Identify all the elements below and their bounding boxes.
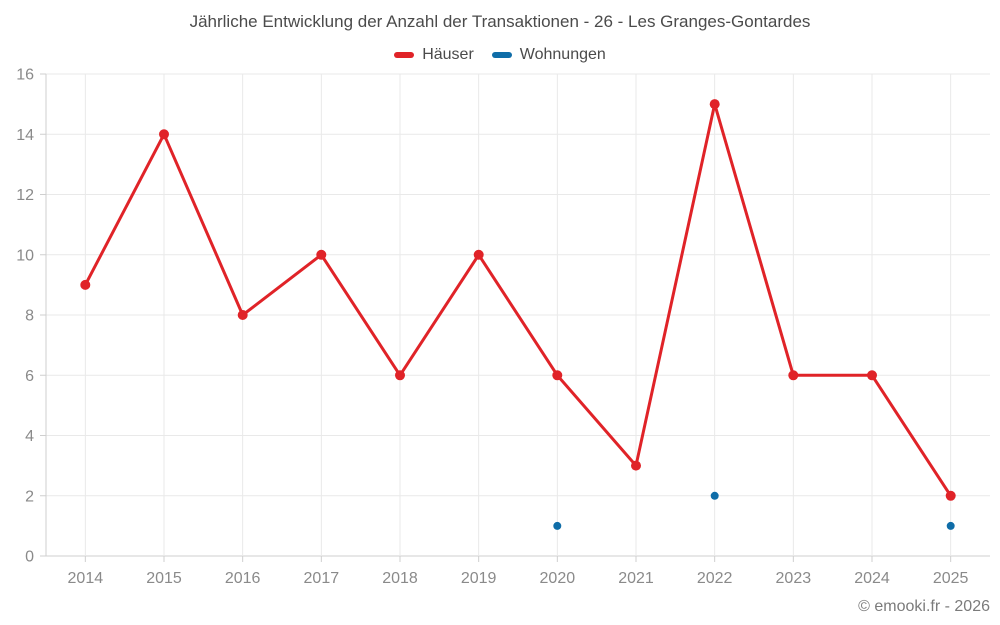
data-point[interactable]: [788, 370, 799, 381]
legend-swatch-wohnungen-icon: [491, 52, 512, 58]
y-axis-tick-label: 0: [25, 549, 34, 566]
legend-label-wohnungen: Wohnungen: [519, 46, 606, 63]
data-point[interactable]: [395, 370, 405, 381]
y-axis-tick-label: 6: [25, 368, 34, 385]
y-axis-tick-label: 12: [16, 187, 34, 204]
x-axis-tick-label: 2023: [776, 570, 812, 587]
legend-item-wohnungen[interactable]: Wohnungen: [491, 46, 606, 64]
data-point[interactable]: [710, 491, 719, 500]
y-axis-tick-label: 2: [25, 488, 34, 505]
y-axis-tick-label: 14: [16, 127, 34, 144]
data-point[interactable]: [945, 490, 956, 501]
data-point[interactable]: [473, 249, 484, 260]
x-axis-tick-label: 2019: [461, 570, 497, 587]
chart-title: Jährliche Entwicklung der Anzahl der Tra…: [189, 12, 811, 31]
chart-legend: Häuser Wohnungen: [0, 46, 1000, 64]
data-point[interactable]: [552, 370, 563, 381]
copyright-text: © emooki.fr - 2026: [858, 598, 990, 615]
data-point[interactable]: [316, 249, 327, 260]
x-axis-tick-label: 2021: [618, 570, 654, 587]
data-point[interactable]: [80, 279, 91, 290]
x-axis-tick-label: 2020: [540, 570, 576, 587]
x-axis-tick-label: 2018: [382, 570, 418, 587]
x-axis-tick-label: 2025: [933, 570, 969, 587]
legend-label-haeuser: Häuser: [422, 46, 474, 63]
data-point[interactable]: [553, 521, 562, 530]
x-axis-tick-label: 2024: [854, 570, 890, 587]
data-point[interactable]: [237, 310, 248, 320]
y-axis-tick-label: 4: [25, 428, 34, 445]
y-axis-tick-label: 10: [16, 247, 34, 264]
x-axis-tick-label: 2015: [146, 570, 182, 587]
x-axis-tick-label: 2014: [68, 570, 104, 587]
x-axis-tick-label: 2017: [304, 570, 340, 587]
y-axis-tick-label: 8: [25, 308, 34, 325]
legend-swatch-haeuser-icon: [394, 52, 415, 58]
legend-item-haeuser[interactable]: Häuser: [394, 46, 474, 64]
x-axis-tick-label: 2022: [697, 570, 733, 587]
data-point[interactable]: [159, 129, 169, 140]
data-point[interactable]: [946, 521, 955, 530]
series-line-0: [83, 102, 953, 498]
data-point[interactable]: [867, 370, 877, 381]
data-point[interactable]: [709, 99, 720, 110]
x-axis-tick-label: 2016: [225, 570, 261, 587]
y-axis-tick-label: 16: [16, 67, 34, 84]
data-point[interactable]: [631, 460, 641, 471]
